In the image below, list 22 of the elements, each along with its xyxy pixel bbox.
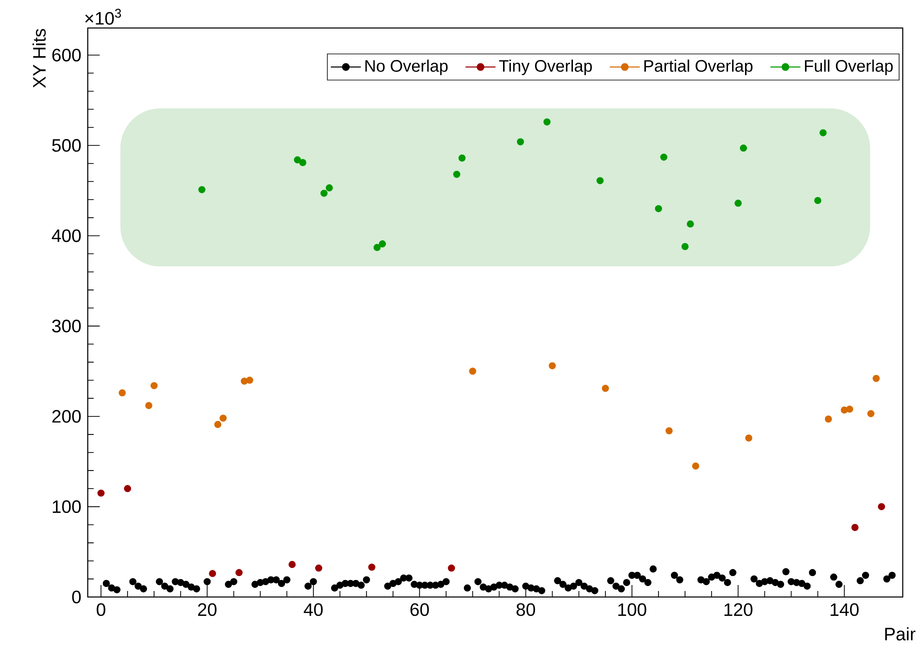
y-tick-label: 0 [72,590,81,604]
y-tick-label: 600 [52,48,81,62]
y-tick-label: 200 [52,410,81,423]
legend-label: Full Overlap [804,60,893,76]
y-axis-title: XY Hits [32,28,46,88]
y-tick-label: 500 [52,139,81,152]
x-tick-label: 120 [724,603,752,616]
legend-label: No Overlap [365,60,448,76]
y-tick-label: 300 [52,320,81,332]
x-tick-label: 40 [304,603,323,616]
x-tick-label: 100 [618,603,646,616]
x-tick-label: 60 [410,603,429,616]
y-tick-label: 100 [52,500,81,514]
x-tick-label: 0 [96,603,106,616]
y-tick-label: 400 [52,229,81,242]
x-axis-title: Pair [885,627,916,640]
x-tick-label: 80 [516,603,536,616]
legend-label: Tiny Overlap [499,60,592,76]
x-tick-label: 140 [830,603,859,616]
legend-label: Partial Overlap [644,60,752,76]
x-tick-label: 20 [198,603,216,616]
text: ×10$^{3}$ [85,8,121,25]
